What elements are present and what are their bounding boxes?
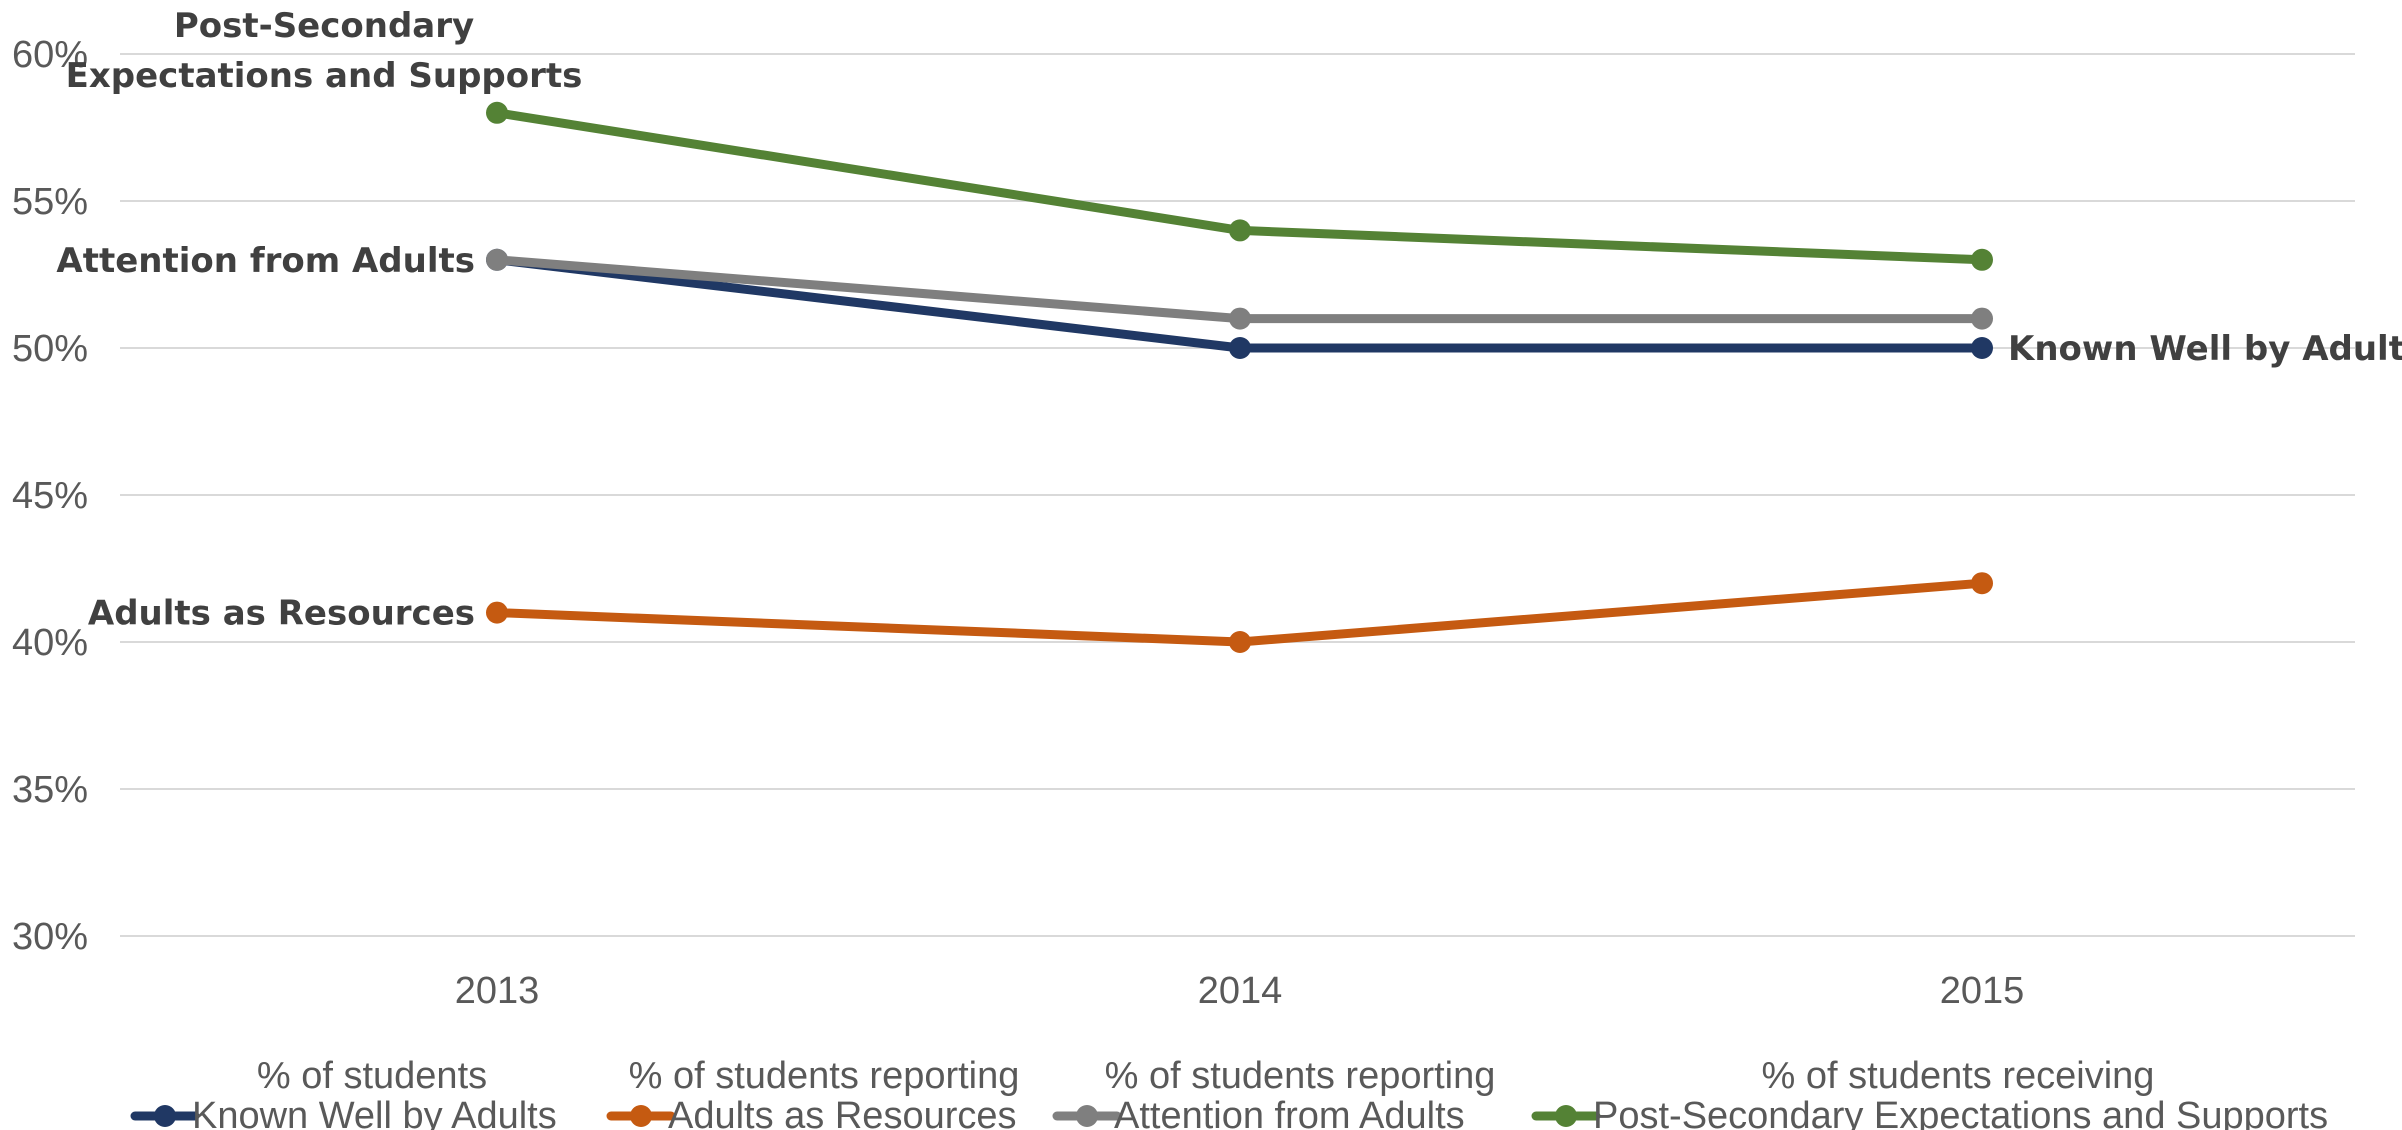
x-tick-label: 2013 bbox=[455, 970, 540, 1012]
legend-label-line2: Adults as Resources bbox=[668, 1095, 1017, 1130]
series-attention bbox=[486, 248, 1993, 330]
legend-marker bbox=[1076, 1105, 1098, 1127]
data-point bbox=[1229, 337, 1251, 359]
annotation-post-secondary: Expectations and Supports bbox=[66, 56, 583, 96]
y-tick-label: 30% bbox=[12, 916, 88, 958]
legend-marker bbox=[154, 1105, 176, 1127]
annotation-resources: Adults as Resources bbox=[88, 594, 475, 634]
data-point bbox=[1229, 219, 1251, 242]
legend-label-line2: Attention from Adults bbox=[1114, 1095, 1465, 1130]
gridlines bbox=[120, 53, 2355, 937]
legend-label-line2: Known Well by Adults bbox=[192, 1095, 557, 1130]
legend-label-line1: % of students bbox=[257, 1055, 487, 1097]
data-point bbox=[1229, 631, 1251, 653]
x-tick-label: 2014 bbox=[1198, 970, 1283, 1012]
annotation-known-well: Known Well by Adults bbox=[2008, 329, 2402, 369]
data-point bbox=[1971, 307, 1993, 330]
annotation-post-secondary: Post-Secondary bbox=[174, 6, 474, 46]
series-resources bbox=[486, 572, 1993, 653]
data-point bbox=[1971, 572, 1993, 595]
series-known bbox=[486, 248, 1993, 359]
annotation-attention: Attention from Adults bbox=[56, 241, 475, 281]
series-annotations: Post-Secondary Expectations and Supports A… bbox=[56, 6, 2402, 634]
x-axis-ticks: 2013 2014 2015 bbox=[455, 970, 2025, 1012]
y-axis-ticks: 30% 35% 40% 45% 50% 55% 60% bbox=[12, 34, 88, 958]
legend-label-line2: Post-Secondary Expectations and Supports bbox=[1593, 1095, 2328, 1130]
data-point bbox=[1229, 307, 1251, 330]
legend-label-line1: % of students reporting bbox=[629, 1055, 1020, 1097]
y-tick-label: 55% bbox=[12, 181, 88, 223]
legend-label-line1: % of students reporting bbox=[1105, 1055, 1496, 1097]
legend-marker bbox=[1555, 1105, 1577, 1127]
series-lines bbox=[486, 101, 1993, 653]
x-tick-label: 2015 bbox=[1940, 970, 2025, 1012]
data-point bbox=[486, 101, 508, 124]
legend-marker bbox=[630, 1105, 652, 1127]
y-tick-label: 35% bbox=[12, 769, 88, 811]
y-tick-label: 60% bbox=[12, 34, 88, 76]
series-postsec bbox=[486, 101, 1993, 271]
data-point bbox=[1971, 248, 1993, 271]
data-point bbox=[486, 601, 508, 624]
legend-label-line1: % of students receiving bbox=[1762, 1055, 2155, 1097]
y-tick-label: 40% bbox=[12, 622, 88, 664]
data-point bbox=[1971, 337, 1993, 359]
y-tick-label: 50% bbox=[12, 328, 88, 370]
data-point bbox=[486, 248, 508, 271]
y-tick-label: 45% bbox=[12, 475, 88, 517]
